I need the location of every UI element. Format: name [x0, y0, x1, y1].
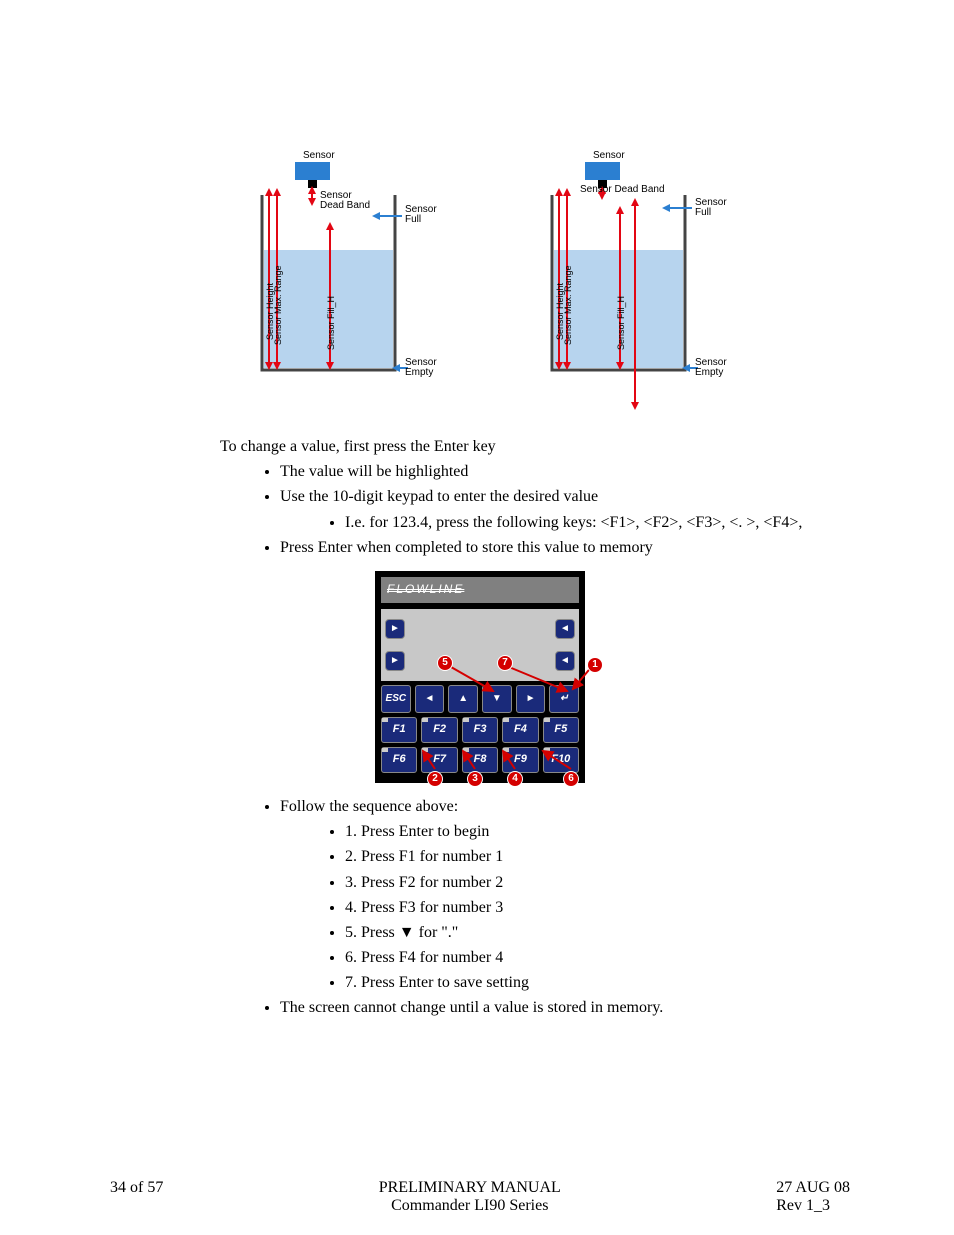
page-footer: 34 of 57 PRELIMINARY MANUAL Commander LI…: [110, 1179, 850, 1215]
side-btn-left-bot[interactable]: ►: [385, 651, 405, 671]
footer-rev: Rev 1_3: [776, 1197, 850, 1215]
badge-6: 6: [563, 771, 579, 787]
seq-bullet: 6. Press F4 for number 4: [345, 946, 850, 969]
side-btn-left-top[interactable]: ►: [385, 619, 405, 639]
side-btn-right-bot[interactable]: ◄: [555, 651, 575, 671]
bullet: Use the 10-digit keypad to enter the des…: [280, 485, 850, 508]
seq-bullet: 7. Press Enter to save setting: [345, 971, 850, 994]
lbl-sensor: Sensor: [593, 150, 625, 161]
nav-row: ESC ◄ ▲ ▼ ► ↵: [381, 685, 579, 713]
f3-key[interactable]: F3: [462, 717, 498, 743]
lbl-sensor: Sensor: [303, 150, 335, 161]
lbl-fill-h: Sensor Fill_H: [326, 296, 336, 350]
seq-bullet: 5. Press ▼ for ".": [345, 921, 850, 944]
lbl-sensor-empty-2: Empty: [695, 367, 723, 378]
f4-key[interactable]: F4: [502, 717, 538, 743]
footer-right: 27 AUG 08 Rev 1_3: [776, 1179, 850, 1215]
badge-3: 3: [467, 771, 483, 787]
sub-bullet: I.e. for 123.4, press the following keys…: [345, 511, 850, 534]
enter-key[interactable]: ↵: [549, 685, 579, 713]
badge-5: 5: [437, 655, 453, 671]
keypad-screen: ► ► ◄ ◄: [381, 609, 579, 681]
tank-svg: Sensor Sensor Height Sensor Max. Range S…: [240, 150, 470, 390]
footer-page: 34 of 57: [110, 1179, 163, 1215]
lbl-sensor-empty-2: Empty: [405, 367, 433, 378]
seq-bullet: 4. Press F3 for number 3: [345, 896, 850, 919]
f5-key[interactable]: F5: [543, 717, 579, 743]
lbl-max-range: Sensor Max. Range: [273, 265, 283, 345]
lbl-fill-h: Sensor Fill_H: [616, 296, 626, 350]
footer-center: PRELIMINARY MANUAL Commander LI90 Series: [379, 1179, 561, 1215]
footer-title1: PRELIMINARY MANUAL: [379, 1179, 561, 1197]
seq-bullet: 3. Press F2 for number 2: [345, 871, 850, 894]
badge-4: 4: [507, 771, 523, 787]
up-key[interactable]: ▲: [448, 685, 478, 713]
lbl-sensor-full-2: Full: [405, 214, 421, 225]
right-key[interactable]: ►: [516, 685, 546, 713]
badge-1: 1: [587, 657, 603, 673]
seq-bullet: 2. Press F1 for number 1: [345, 845, 850, 868]
bullet: The value will be highlighted: [280, 460, 850, 483]
lbl-sensor-full-2: Full: [695, 207, 711, 218]
badge-7: 7: [497, 655, 513, 671]
lbl-dead-band-2: Dead Band: [320, 200, 370, 211]
f8-key[interactable]: F8: [462, 747, 498, 773]
bullet: The screen cannot change until a value i…: [280, 996, 850, 1019]
f7-key[interactable]: F7: [421, 747, 457, 773]
tank-diagram-left: Sensor Sensor Height Sensor Max. Range S…: [240, 150, 470, 410]
tank-svg-2: Sensor Sensor Height Sensor Max. Range S…: [530, 150, 760, 420]
bullet: Follow the sequence above:: [280, 795, 850, 818]
page-content: Sensor Sensor Height Sensor Max. Range S…: [110, 150, 850, 1022]
down-key[interactable]: ▼: [482, 685, 512, 713]
fn-row-top: F1 F2 F3 F4 F5: [381, 717, 579, 743]
esc-key[interactable]: ESC: [381, 685, 411, 713]
intro-text: To change a value, first press the Enter…: [220, 435, 850, 458]
side-btn-right-top[interactable]: ◄: [555, 619, 575, 639]
f2-key[interactable]: F2: [421, 717, 457, 743]
fn-row-bottom: F6 F7 F8 F9 F10: [381, 747, 579, 773]
brand-text: FLOWLINE: [387, 581, 464, 598]
footer-title2: Commander LI90 Series: [379, 1197, 561, 1215]
lbl-max-range: Sensor Max. Range: [563, 265, 573, 345]
instructions: To change a value, first press the Enter…: [110, 435, 850, 1020]
lbl-dead-band: Sensor Dead Band: [580, 184, 665, 195]
footer-date: 27 AUG 08: [776, 1179, 850, 1197]
brand-bar: FLOWLINE: [381, 577, 579, 603]
keypad-panel: FLOWLINE ► ► ◄ ◄ ESC ◄ ▲: [375, 571, 585, 783]
badge-2: 2: [427, 771, 443, 787]
tank-diagrams-row: Sensor Sensor Height Sensor Max. Range S…: [240, 150, 850, 410]
f10-key[interactable]: F10: [543, 747, 579, 773]
bullet: Press Enter when completed to store this…: [280, 536, 850, 559]
seq-bullet: 1. Press Enter to begin: [345, 820, 850, 843]
f1-key[interactable]: F1: [381, 717, 417, 743]
left-key[interactable]: ◄: [415, 685, 445, 713]
tank-diagram-right: Sensor Sensor Height Sensor Max. Range S…: [530, 150, 760, 410]
f9-key[interactable]: F9: [502, 747, 538, 773]
keypad-figure: FLOWLINE ► ► ◄ ◄ ESC ◄ ▲: [110, 571, 850, 783]
f6-key[interactable]: F6: [381, 747, 417, 773]
